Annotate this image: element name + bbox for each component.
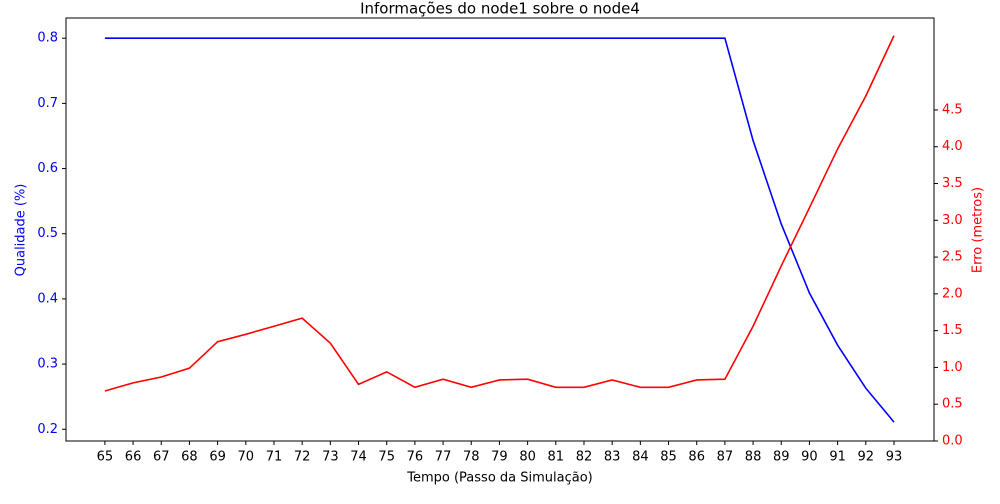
x-tick-label: 69	[209, 450, 226, 465]
plot-frame	[65, 17, 935, 442]
series-line	[104, 37, 895, 423]
y2-tick-label: 3.5	[942, 176, 963, 191]
x-tick-label: 76	[407, 450, 424, 465]
y2-tick-label: 3.0	[942, 213, 963, 228]
x-axis-label: Tempo (Passo da Simulação)	[406, 471, 593, 486]
x-tick-label: 78	[463, 450, 480, 465]
x-tick-label: 84	[632, 450, 649, 465]
y2-tick-label: 4.5	[942, 102, 963, 117]
x-tick-label: 91	[829, 450, 846, 465]
x-tick-label: 73	[322, 450, 339, 465]
x-tick-label: 80	[519, 450, 536, 465]
y-tick-label: 0.2	[37, 422, 58, 437]
y2-tick-label: 2.0	[942, 286, 963, 301]
x-tick-label: 89	[773, 450, 790, 465]
y-tick-label: 0.6	[37, 161, 58, 176]
x-tick-label: 90	[801, 450, 818, 465]
y2-tick-label: 2.5	[942, 250, 963, 265]
x-tick-label: 87	[717, 450, 734, 465]
y2-axis-label: Erro (metros)	[971, 187, 986, 273]
x-tick-label: 66	[125, 450, 142, 465]
x-tick-label: 93	[886, 450, 903, 465]
x-tick-label: 75	[378, 450, 395, 465]
x-tick-label: 82	[576, 450, 593, 465]
y-tick-label: 0.3	[37, 357, 58, 372]
x-tick-label: 83	[604, 450, 621, 465]
x-tick-label: 77	[435, 450, 452, 465]
x-tick-label: 67	[153, 450, 170, 465]
y2-tick-label: 1.0	[942, 360, 963, 375]
series-line	[104, 35, 895, 392]
y-tick-label: 0.4	[37, 291, 58, 306]
chart-title: Informações do node1 sobre o node4	[360, 0, 640, 18]
x-tick-label: 70	[238, 450, 255, 465]
x-tick-label: 79	[491, 450, 508, 465]
x-tick-label: 88	[745, 450, 762, 465]
y2-tick-label: 0.0	[942, 434, 963, 449]
x-tick-label: 85	[660, 450, 677, 465]
y-tick-label: 0.8	[37, 31, 58, 46]
x-tick-label: 65	[97, 450, 114, 465]
y2-tick-label: 1.5	[942, 323, 963, 338]
x-tick-label: 68	[181, 450, 198, 465]
x-tick-label: 74	[350, 450, 367, 465]
x-tick-label: 86	[688, 450, 705, 465]
y2-tick-label: 0.5	[942, 397, 963, 412]
x-tick-label: 71	[266, 450, 283, 465]
x-tick-label: 92	[858, 450, 875, 465]
y-axis-label: Qualidade (%)	[14, 184, 29, 277]
y-tick-label: 0.5	[37, 226, 58, 241]
y2-tick-label: 4.0	[942, 139, 963, 154]
x-tick-label: 81	[548, 450, 565, 465]
x-tick-label: 72	[294, 450, 311, 465]
y-tick-label: 0.7	[37, 96, 58, 111]
